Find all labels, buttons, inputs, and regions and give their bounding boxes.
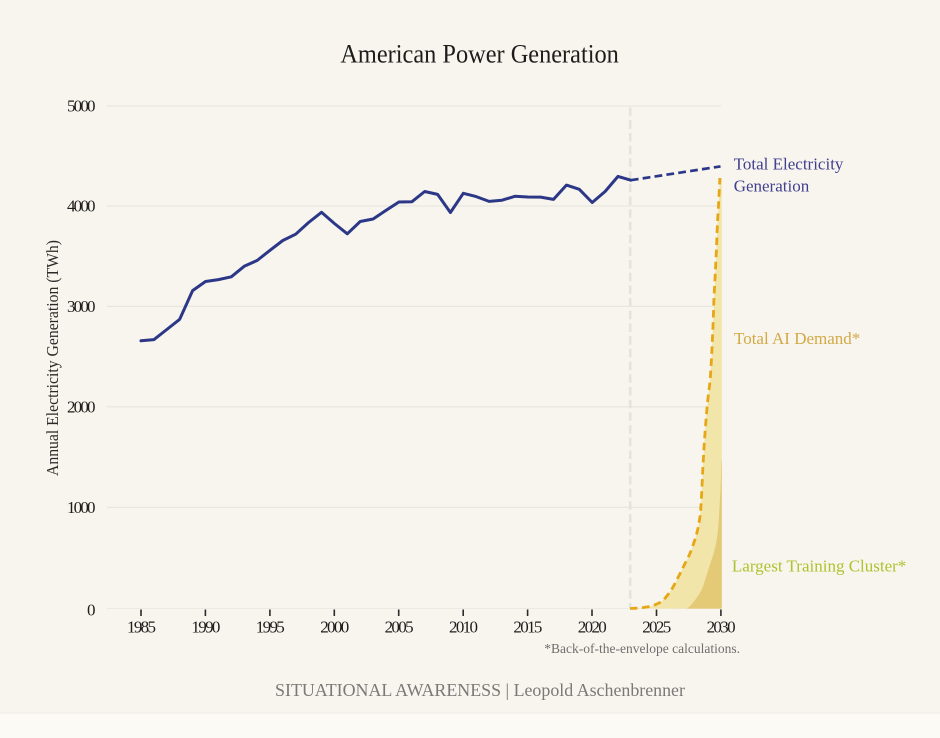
svg-text:Largest Training Cluster*: Largest Training Cluster* [732, 557, 906, 576]
svg-text:2000: 2000 [320, 618, 349, 637]
svg-text:2010: 2010 [449, 618, 478, 637]
svg-text:1995: 1995 [256, 618, 285, 637]
svg-text:2020: 2020 [578, 618, 607, 637]
svg-text:SITUATIONAL AWARENESS | Leopol: SITUATIONAL AWARENESS | Leopold Aschenbr… [275, 680, 685, 700]
svg-text:2030: 2030 [707, 618, 736, 637]
svg-text:Generation: Generation [734, 176, 810, 195]
svg-text:2005: 2005 [385, 618, 414, 637]
svg-text:1990: 1990 [191, 618, 220, 637]
svg-text:1985: 1985 [127, 618, 156, 637]
svg-text:Total AI Demand*: Total AI Demand* [734, 329, 860, 348]
svg-text:5000: 5000 [67, 97, 96, 116]
svg-text:2015: 2015 [513, 618, 542, 637]
svg-text:*Back-of-the-envelope calculat: *Back-of-the-envelope calculations. [544, 641, 740, 656]
svg-text:1000: 1000 [67, 498, 96, 517]
svg-text:Total Electricity: Total Electricity [734, 154, 844, 173]
svg-text:Annual Electricity Generation: Annual Electricity Generation (TWh) [43, 240, 62, 476]
svg-text:4000: 4000 [67, 197, 96, 216]
svg-text:2000: 2000 [67, 397, 96, 416]
svg-text:3000: 3000 [67, 297, 96, 316]
svg-text:0: 0 [87, 601, 96, 620]
svg-text:American Power Generation: American Power Generation [340, 39, 619, 68]
svg-text:2025: 2025 [642, 618, 671, 637]
